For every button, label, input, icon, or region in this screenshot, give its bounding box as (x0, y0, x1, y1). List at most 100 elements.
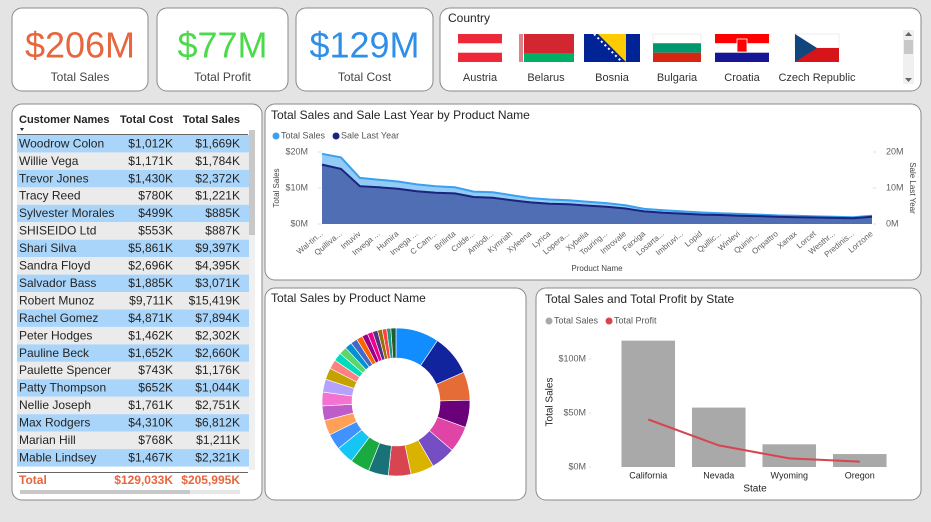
row-background (17, 239, 249, 258)
row-background (17, 344, 249, 362)
row-background (17, 187, 249, 205)
card-panel (156, 7, 289, 92)
cell: $2,751K (195, 398, 240, 412)
chart-title: Total Sales and Total Profit by State (545, 292, 735, 306)
cell: Patty Thompson (19, 381, 106, 395)
scrollbar[interactable] (249, 130, 255, 470)
slicer-item[interactable]: Austria (463, 72, 498, 84)
cell: Paulette Spencer (19, 363, 111, 377)
row-background (17, 396, 249, 415)
flag-part (795, 34, 817, 62)
area-fill (322, 164, 872, 224)
bar[interactable] (621, 340, 676, 467)
column-header[interactable]: Customer Names (19, 114, 109, 126)
x-tick-label: Wyoming (771, 470, 808, 480)
cell: Pauline Beck (19, 346, 90, 360)
total-cell: $205,995K (181, 473, 240, 487)
column-header[interactable]: Total Cost (120, 114, 173, 126)
row-background (17, 379, 249, 397)
cell: $1,044K (195, 381, 240, 395)
cell: $743K (138, 363, 173, 377)
cell: $4,871K (128, 311, 173, 325)
flag-croatia[interactable] (715, 34, 769, 62)
y-axis-title: Total Sales (272, 168, 281, 207)
x-axis-title: State (743, 484, 767, 495)
flag-belarus[interactable] (518, 34, 574, 62)
chart-title: Total Sales by Product Name (271, 291, 426, 305)
slicer-item[interactable]: Bosnia (595, 72, 630, 84)
legend-marker (545, 317, 553, 325)
flag-part (518, 53, 574, 62)
flag-bosnia[interactable] (584, 33, 640, 63)
y-tick-label: $10M (285, 182, 308, 192)
column-header[interactable]: Total Sales (183, 114, 240, 126)
cell: $2,372K (195, 171, 240, 185)
scroll-arrow[interactable] (905, 32, 912, 36)
cell: $1,784K (195, 154, 240, 168)
card-label: Total Sales (51, 70, 110, 84)
flag-bulgaria[interactable] (652, 33, 702, 62)
slicer-item[interactable]: Bulgaria (657, 72, 698, 84)
cell: $1,176K (195, 363, 240, 377)
sort-arrow[interactable] (20, 128, 24, 131)
cell: $1,669K (195, 136, 240, 150)
scroll-thumb[interactable] (249, 130, 255, 235)
cell: $2,660K (195, 346, 240, 360)
cell: $885K (205, 206, 240, 220)
total-cell: Total (19, 473, 47, 487)
cell: $9,397K (195, 241, 240, 255)
scroll-thumb[interactable] (904, 40, 913, 54)
bar[interactable] (762, 444, 817, 467)
flag-part (715, 52, 769, 62)
flag-part (593, 33, 623, 63)
chart-title: Total Sales and Sale Last Year by Produc… (271, 108, 530, 122)
row-background (17, 326, 249, 345)
scroll-thumb[interactable] (20, 490, 190, 494)
donut-slice[interactable] (390, 327, 397, 359)
scrollbar[interactable] (903, 30, 914, 84)
cell: $2,696K (128, 259, 173, 273)
slicer-item[interactable]: Czech Republic (778, 72, 856, 84)
cell: $1,467K (128, 450, 173, 464)
cell: Marian Hill (19, 433, 76, 447)
slicer-item[interactable]: Croatia (724, 72, 760, 84)
cell: $7,894K (195, 311, 240, 325)
series-line (647, 418, 860, 463)
flag-czech[interactable] (794, 33, 840, 62)
bar[interactable] (832, 454, 887, 467)
cell: $768K (138, 433, 173, 447)
bar[interactable] (691, 407, 746, 467)
cell: Sylvester Morales (19, 206, 114, 220)
cell: Mable Lindsey (19, 450, 96, 464)
y-tick-label: $0M (290, 218, 308, 228)
legend-label: Total Sales (281, 130, 326, 140)
row-background (17, 449, 249, 467)
flag-part (652, 33, 702, 44)
row-background (17, 204, 249, 223)
cell: $1,012K (128, 136, 173, 150)
cell: $9,711K (129, 293, 173, 307)
cell: Max Rodgers (19, 416, 90, 430)
x-tick-label: California (629, 470, 667, 480)
slicer-title: Country (448, 11, 490, 25)
cell: $1,221K (195, 189, 240, 203)
cell: $1,462K (128, 328, 173, 342)
cell: Trevor Jones (19, 171, 89, 185)
row-background (17, 257, 249, 275)
cell: Willie Vega (19, 154, 79, 168)
legend-marker (332, 132, 340, 140)
flag-part (519, 34, 523, 62)
cell: Peter Hodges (19, 328, 92, 342)
card-label: Total Cost (338, 70, 392, 84)
y2-tick-label: 10M (886, 182, 904, 192)
cell: $2,302K (195, 328, 240, 342)
cell: Salvador Bass (19, 276, 96, 290)
slicer-item[interactable]: Belarus (527, 72, 565, 84)
scroll-arrow[interactable] (905, 78, 912, 82)
cell: $1,430K (128, 171, 173, 185)
cell: $780K (138, 189, 173, 203)
flag-austria[interactable] (458, 34, 502, 62)
cell: $4,395K (195, 259, 240, 273)
row-background (17, 135, 249, 153)
card-panel (295, 7, 434, 92)
